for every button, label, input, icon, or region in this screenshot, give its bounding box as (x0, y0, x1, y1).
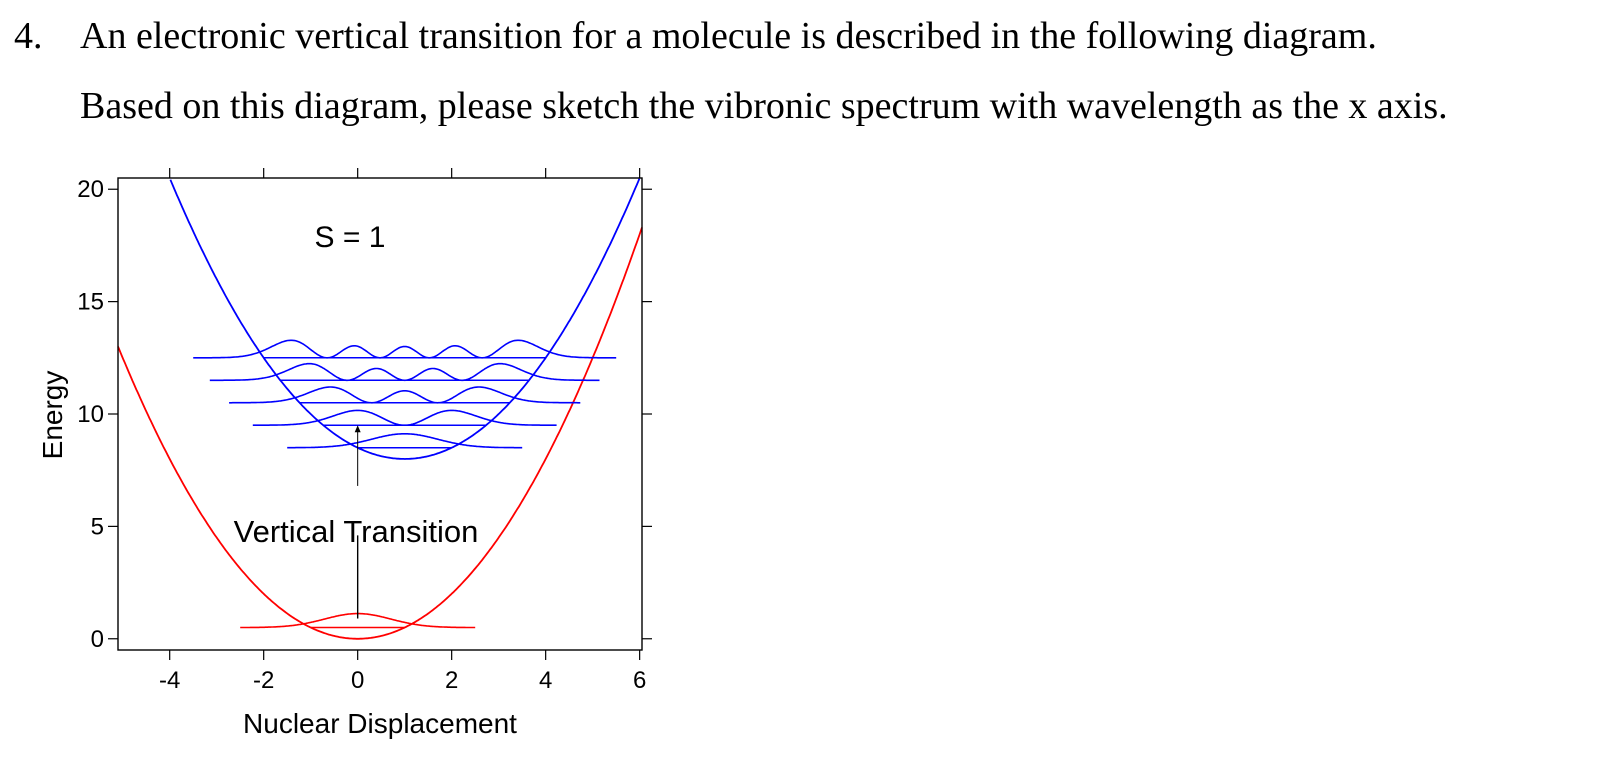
question-line-2: Based on this diagram, please sketch the… (80, 85, 1448, 127)
x-axis: -4 -2 0 2 4 6 (159, 168, 646, 694)
s-annotation: S = 1 (315, 221, 386, 254)
x-tick-label-1: -2 (253, 667, 274, 694)
ground-state-potential (117, 227, 643, 640)
y-tick-label-3: 15 (77, 289, 104, 316)
excited-state-wavefunction-0 (287, 433, 523, 449)
excited-state-wavefunction-3 (209, 362, 600, 382)
y-tick-label-1: 5 (91, 513, 104, 540)
vertical-transition-label: Vertical Transition (234, 514, 479, 549)
y-axis-label: Energy (37, 371, 68, 460)
vertical-transition-layer (354, 425, 361, 619)
excited-state-wavefunction-1 (252, 409, 557, 426)
excited-state-wavefunction-4 (193, 339, 617, 359)
x-tick-label-2: 0 (351, 667, 364, 694)
y-tick-label-4: 20 (77, 176, 104, 203)
excited-state-potential (169, 178, 641, 460)
x-tick-label-0: -4 (159, 667, 180, 694)
y-tick-label-2: 10 (77, 401, 104, 428)
question-text: 4. An electronic vertical transition for… (0, 0, 1600, 150)
x-tick-label-5: 6 (633, 667, 646, 694)
x-tick-label-4: 4 (539, 667, 552, 694)
x-tick-label-3: 2 (445, 667, 458, 694)
y-axis: 0 5 10 15 20 (77, 176, 652, 653)
x-axis-label: Nuclear Displacement (243, 708, 517, 739)
question-line-1: An electronic vertical transition for a … (80, 15, 1377, 57)
excited-state-wavefunction-2 (229, 386, 581, 404)
y-tick-label-0: 0 (91, 626, 104, 653)
curves-layer (117, 178, 643, 640)
transition-arrowhead (354, 425, 361, 433)
potential-energy-diagram: -4 -2 0 2 4 6 0 5 10 15 20 Nuclear Displacement E… (37, 168, 652, 739)
question-number: 4. (14, 15, 43, 57)
